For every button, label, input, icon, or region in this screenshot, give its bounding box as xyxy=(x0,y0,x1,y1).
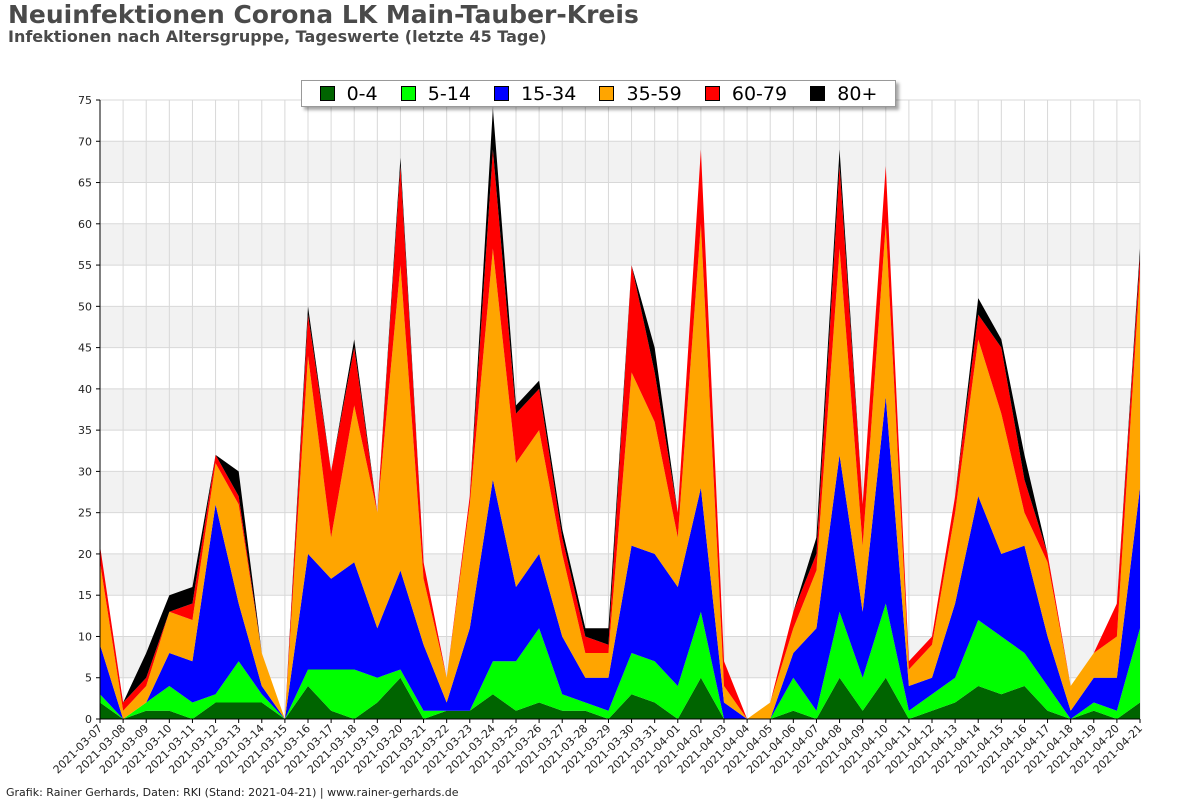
y-tick-label: 50 xyxy=(78,300,92,313)
legend-label: 15-34 xyxy=(521,82,577,105)
y-tick-label: 5 xyxy=(85,672,92,685)
legend-swatch xyxy=(704,86,720,101)
legend-label: 60-79 xyxy=(731,82,788,105)
legend-swatch xyxy=(494,86,510,101)
series-area-60-79 xyxy=(100,149,1140,719)
y-tick-label: 0 xyxy=(85,713,92,726)
y-tick-label: 75 xyxy=(78,94,92,107)
y-tick-label: 60 xyxy=(78,218,92,231)
legend-label: 80+ xyxy=(837,82,878,105)
legend-swatch xyxy=(599,86,615,101)
grid-band xyxy=(100,141,1140,183)
y-tick-label: 20 xyxy=(78,548,92,561)
chart-title: Neuinfektionen Corona LK Main-Tauber-Kre… xyxy=(8,0,639,29)
legend-item: 60-79 xyxy=(704,82,788,105)
y-tick-label: 15 xyxy=(78,589,92,602)
legend-swatch xyxy=(810,86,826,101)
y-tick-label: 25 xyxy=(78,507,92,520)
legend-swatch xyxy=(319,86,335,101)
y-tick-labels: 0 5 10 15 20 25 30 35 40 45 50 55 60 65 70 75 xyxy=(78,94,92,726)
legend-label: 35-59 xyxy=(626,82,682,105)
legend-swatch xyxy=(400,86,416,101)
series-area-5-14 xyxy=(100,603,1140,719)
legend-item: 5-14 xyxy=(400,82,471,105)
grid-band xyxy=(100,223,1140,266)
series-area-35-59 xyxy=(100,223,1140,720)
legend-label: 0-4 xyxy=(346,82,378,105)
y-tick-label: 30 xyxy=(78,465,92,478)
legend-item: 35-59 xyxy=(599,82,682,105)
series-area-15-34 xyxy=(100,397,1140,719)
y-tick-label: 10 xyxy=(78,630,92,643)
grid-band xyxy=(100,306,1140,348)
stacked-areas xyxy=(100,108,1140,720)
y-tick-label: 65 xyxy=(78,177,92,190)
legend-item: 80+ xyxy=(810,83,877,105)
y-tick-label: 70 xyxy=(78,135,92,148)
y-tick-label: 40 xyxy=(78,383,92,396)
chart-subtitle: Infektionen nach Altersgruppe, Tageswert… xyxy=(8,27,547,46)
footer-credit: Grafik: Rainer Gerhards, Daten: RKI (Sta… xyxy=(6,786,459,799)
legend-item: 15-34 xyxy=(494,83,576,105)
y-tick-label: 45 xyxy=(78,342,92,355)
y-tick-label: 35 xyxy=(78,424,92,437)
y-tick-label: 55 xyxy=(78,259,92,272)
x-tick-labels: 2021-03-072021-03-082021-03-092021-03-10… xyxy=(51,722,1145,776)
series-area-0-4 xyxy=(100,677,1140,719)
legend-item: 0-4 xyxy=(319,82,378,105)
axes xyxy=(96,99,1141,723)
legend-label: 5-14 xyxy=(427,82,471,105)
legend: 0-4 5-14 15-34 35-59 60-79 80+ xyxy=(301,80,896,107)
